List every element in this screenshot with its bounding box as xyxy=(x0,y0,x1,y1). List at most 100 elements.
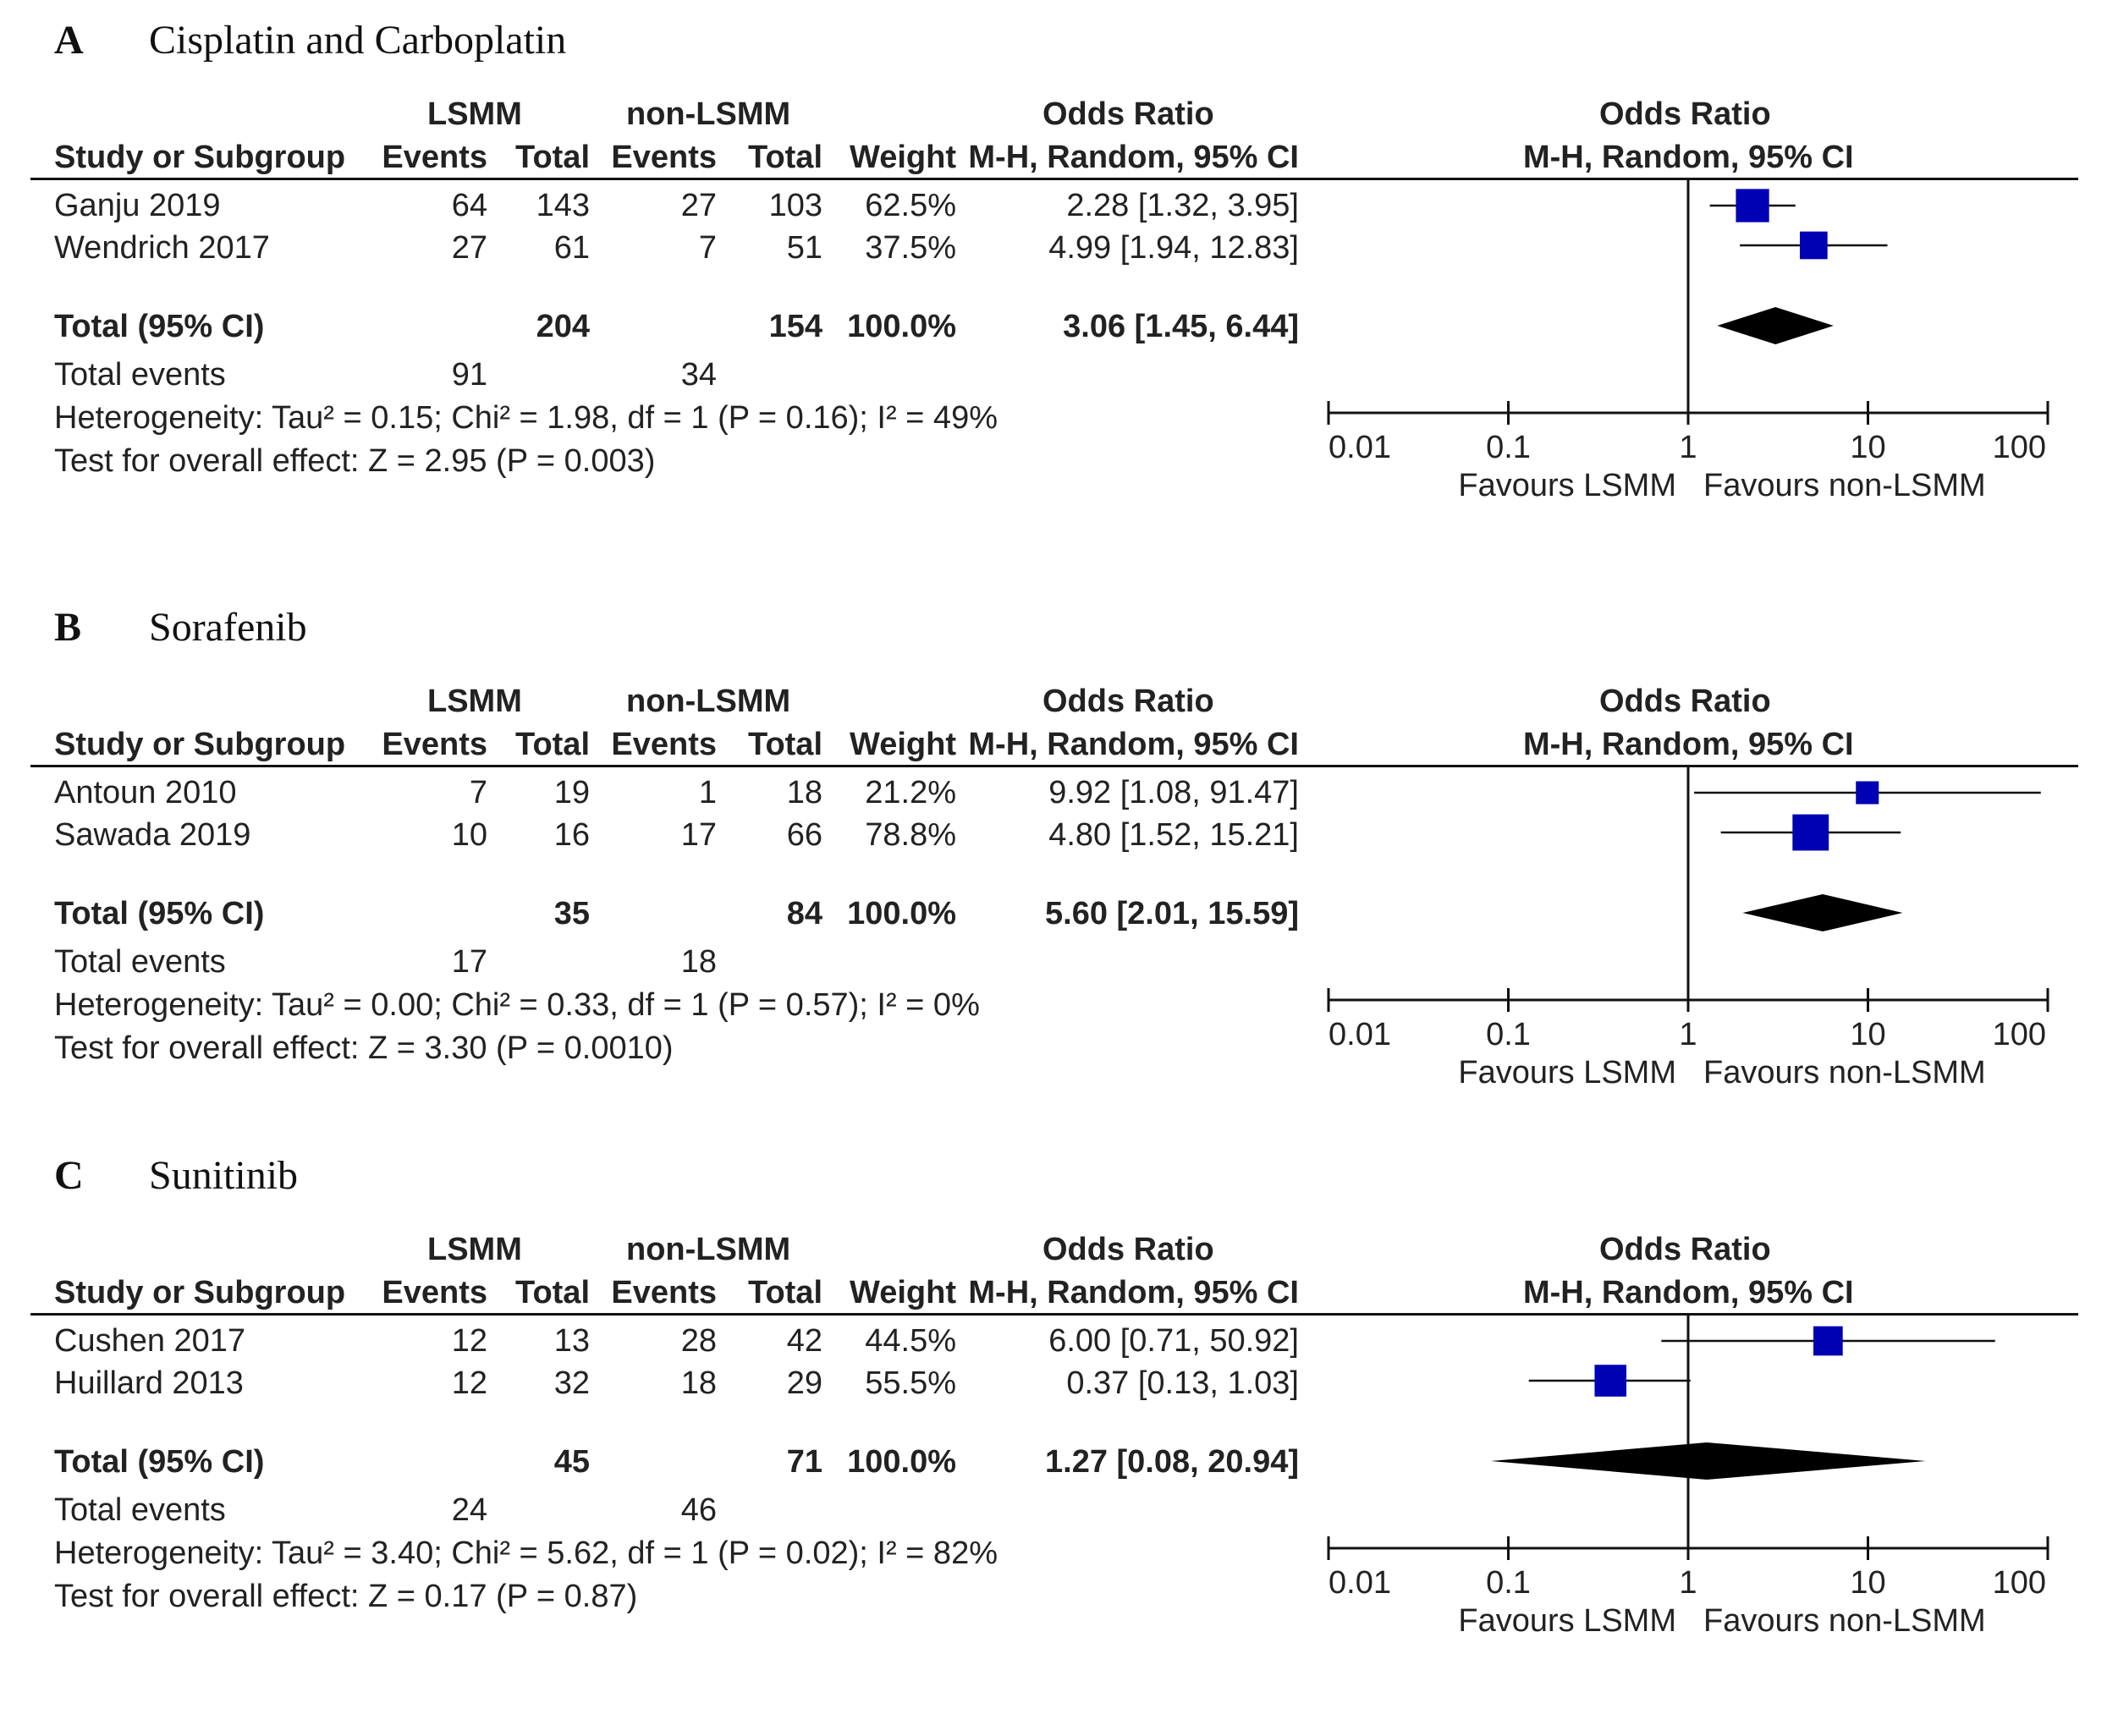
study-events-non-lsmm: 27 xyxy=(680,188,717,223)
study-total-non-lsmm: 66 xyxy=(786,817,822,853)
panel-a: A Cisplatin and Carboplatin LSMM non-LSMM Od… xyxy=(0,17,2107,601)
group1-header: LSMM xyxy=(427,1232,522,1267)
panel-letter: B xyxy=(54,605,82,650)
group2-header: non-LSMM xyxy=(626,1232,791,1267)
or-plot-title-header: Odds Ratio xyxy=(1599,1232,1771,1267)
study-total-lsmm: 32 xyxy=(553,1365,590,1401)
study-header: Study or Subgroup xyxy=(54,140,346,175)
study-total-non-lsmm: 103 xyxy=(768,188,822,223)
study-or-ci: 6.00 [0.71, 50.92] xyxy=(1048,1323,1299,1359)
pooled-diamond xyxy=(1490,1442,1926,1480)
total-non-lsmm: 154 xyxy=(768,309,822,344)
x-axis-tick-label: 100 xyxy=(1993,1017,2046,1052)
x-axis-tick-label: 10 xyxy=(1850,1017,1885,1052)
total-or-ci: 1.27 [0.08, 20.94] xyxy=(1045,1444,1299,1480)
events2-header: Events xyxy=(611,140,717,175)
or-plot-title-header: Odds Ratio xyxy=(1599,684,1771,719)
study-events-lsmm: 10 xyxy=(451,817,487,853)
study-total-non-lsmm: 18 xyxy=(786,775,822,810)
study-weight: 62.5% xyxy=(865,188,956,223)
forest-plot: 0.01 0.1 1 10 100 Favours LSMM Favours non-LSM… xyxy=(1327,179,2049,503)
overall-effect-text: Test for overall effect: Z = 3.30 (P = 0… xyxy=(54,1030,674,1066)
heterogeneity-text: Heterogeneity: Tau² = 0.00; Chi² = 0.33,… xyxy=(54,987,980,1023)
group1-header: LSMM xyxy=(427,684,522,719)
x-axis-tick-label: 10 xyxy=(1850,1565,1885,1601)
events1-header: Events xyxy=(382,140,487,175)
study-events-non-lsmm: 28 xyxy=(680,1323,717,1359)
x-axis-tick-label: 0.01 xyxy=(1329,1565,1391,1601)
or-plot-method-header: M-H, Random, 95% CI xyxy=(1523,1275,1854,1310)
study-or-ci: 9.92 [1.08, 91.47] xyxy=(1048,775,1299,810)
total1-header: Total xyxy=(515,727,590,762)
study-total-lsmm: 143 xyxy=(536,188,590,223)
group1-header: LSMM xyxy=(427,96,522,132)
study-or-ci: 4.99 [1.94, 12.83] xyxy=(1048,230,1299,266)
x-axis-tick-label: 0.1 xyxy=(1486,1017,1531,1052)
or-plot-method-header: M-H, Random, 95% CI xyxy=(1523,140,1854,175)
header-rule xyxy=(30,178,2078,180)
total-label: Total (95% CI) xyxy=(54,896,265,931)
study-header: Study or Subgroup xyxy=(54,727,346,762)
total-lsmm: 35 xyxy=(553,896,590,931)
events2-header: Events xyxy=(611,1275,717,1310)
favours-right-label: Favours non-LSMM xyxy=(1703,468,1986,503)
weight-header: Weight xyxy=(850,1275,956,1310)
total-weight: 100.0% xyxy=(847,1444,956,1480)
overall-effect-text: Test for overall effect: Z = 2.95 (P = 0… xyxy=(54,443,656,479)
study-events-non-lsmm: 17 xyxy=(680,817,717,853)
study-marker xyxy=(1736,189,1769,222)
total-weight: 100.0% xyxy=(847,309,956,344)
total-or-ci: 5.60 [2.01, 15.59] xyxy=(1045,896,1299,931)
study-or-ci: 4.80 [1.52, 15.21] xyxy=(1048,817,1299,853)
events1-header: Events xyxy=(382,727,487,762)
panel-title: A Cisplatin and Carboplatin xyxy=(54,17,566,63)
total-weight: 100.0% xyxy=(847,896,956,931)
pooled-diamond xyxy=(1717,307,1834,344)
total2-header: Total xyxy=(748,140,822,175)
study-total-non-lsmm: 29 xyxy=(786,1365,822,1401)
events2-header: Events xyxy=(611,727,717,762)
panel-title: C Sunitinib xyxy=(54,1152,298,1199)
total1-header: Total xyxy=(515,1275,590,1310)
events1-header: Events xyxy=(382,1275,487,1310)
x-axis-tick-label: 1 xyxy=(1679,1017,1697,1052)
total-label: Total (95% CI) xyxy=(54,1444,265,1480)
x-axis-tick-label: 10 xyxy=(1850,430,1885,465)
panel-letter: C xyxy=(54,1153,84,1198)
panel-title: B Sorafenib xyxy=(54,604,307,651)
study-weight: 37.5% xyxy=(865,230,956,266)
events-lsmm: 17 xyxy=(451,944,487,980)
or-title-header: Odds Ratio xyxy=(1042,96,1214,132)
study-marker xyxy=(1594,1365,1627,1397)
study-events-non-lsmm: 18 xyxy=(680,1365,717,1401)
events-non-lsmm: 18 xyxy=(680,944,717,980)
panel-c: C Sunitinib LSMM non-LSMM Odds Ratio Odds Rat… xyxy=(0,1152,2107,1736)
total2-header: Total xyxy=(748,727,822,762)
study-name: Antoun 2010 xyxy=(54,775,237,810)
study-total-lsmm: 61 xyxy=(553,230,590,266)
forest-plot: 0.01 0.1 1 10 100 Favours LSMM Favours non-LSM… xyxy=(1327,766,2049,1090)
study-name: Ganju 2019 xyxy=(54,188,221,223)
or-title-header: Odds Ratio xyxy=(1042,684,1214,719)
study-total-non-lsmm: 42 xyxy=(786,1323,822,1359)
study-events-lsmm: 64 xyxy=(451,188,487,223)
favours-left-label: Favours LSMM xyxy=(1458,468,1676,503)
x-axis-tick-label: 0.1 xyxy=(1486,1565,1531,1601)
study-total-lsmm: 13 xyxy=(553,1323,590,1359)
or-method-header: M-H, Random, 95% CI xyxy=(968,1275,1299,1310)
study-total-lsmm: 19 xyxy=(553,775,590,810)
study-weight: 55.5% xyxy=(865,1365,956,1401)
or-plot-method-header: M-H, Random, 95% CI xyxy=(1523,727,1854,762)
or-method-header: M-H, Random, 95% CI xyxy=(968,727,1299,762)
events-label: Total events xyxy=(54,1492,226,1528)
study-or-ci: 2.28 [1.32, 3.95] xyxy=(1066,188,1299,223)
events-non-lsmm: 46 xyxy=(680,1492,717,1528)
group2-header: non-LSMM xyxy=(626,96,791,132)
overall-effect-text: Test for overall effect: Z = 0.17 (P = 0… xyxy=(54,1579,638,1614)
study-events-lsmm: 27 xyxy=(451,230,487,266)
study-weight: 21.2% xyxy=(865,775,956,810)
or-title-header: Odds Ratio xyxy=(1042,1232,1214,1267)
x-axis-tick-label: 0.01 xyxy=(1329,1017,1391,1052)
x-axis-tick-label: 1 xyxy=(1679,430,1697,465)
forest-plot: 0.01 0.1 1 10 100 Favours LSMM Favours non-LSM… xyxy=(1327,1315,2049,1639)
